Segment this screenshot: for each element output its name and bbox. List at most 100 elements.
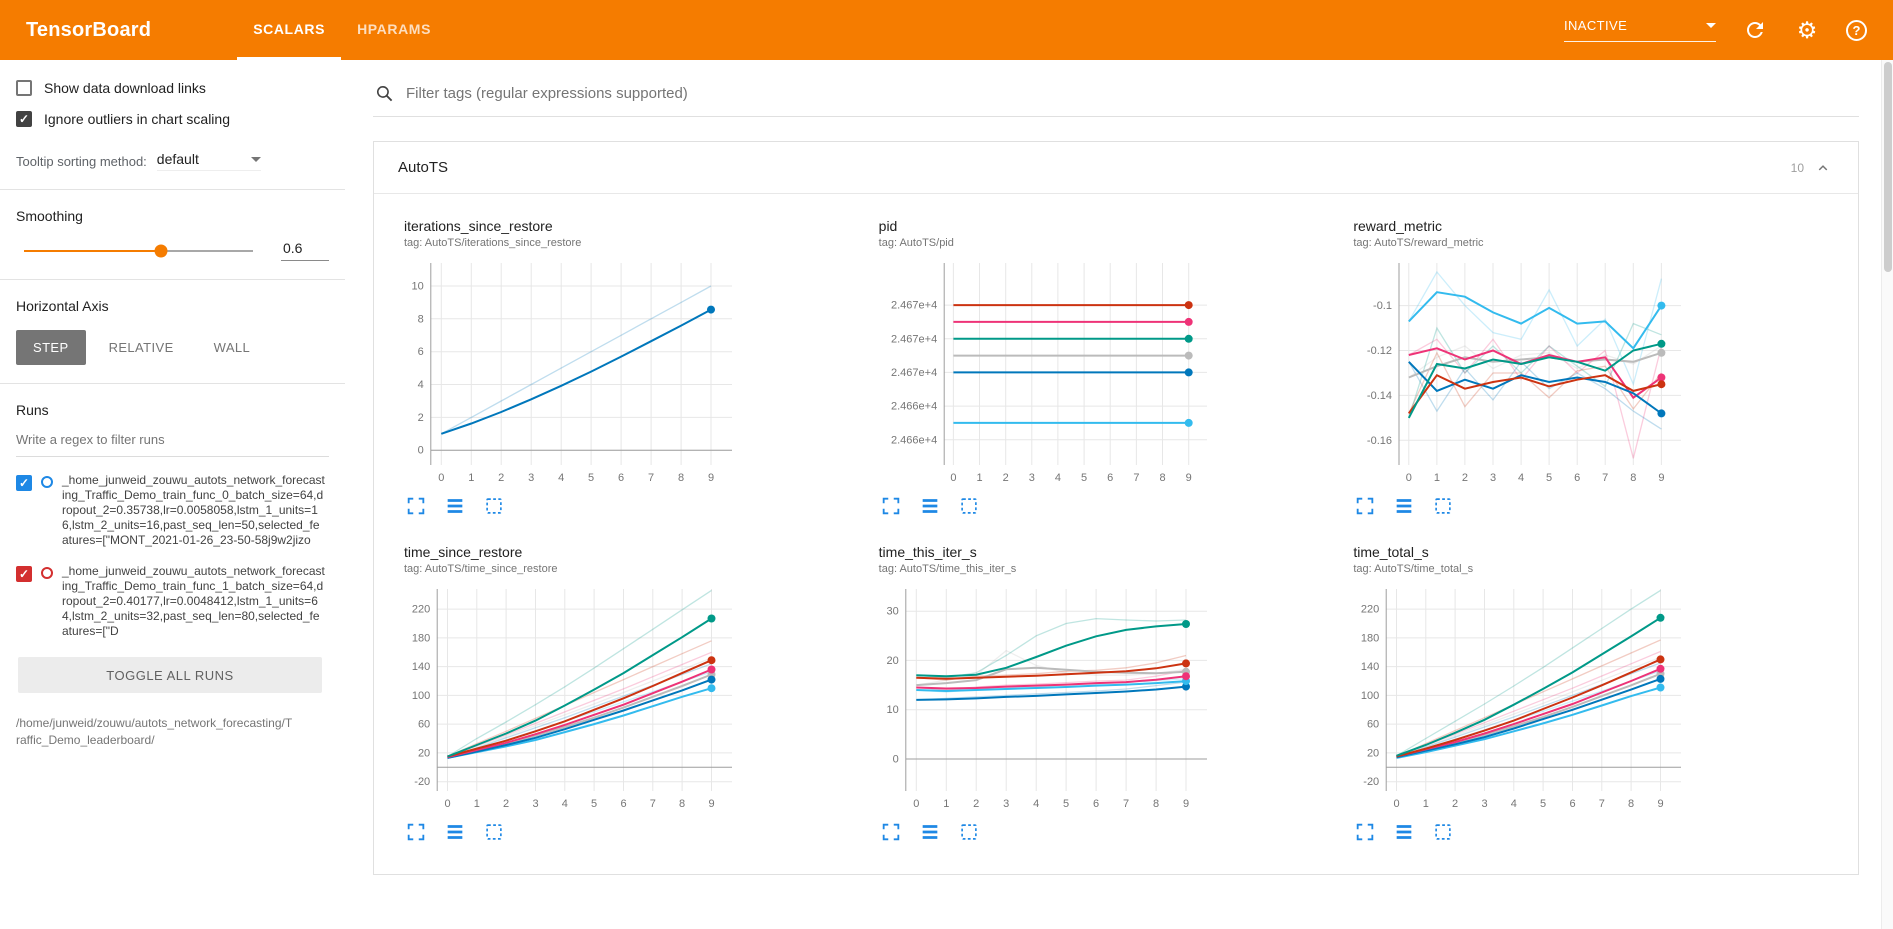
axis-relative-button[interactable]: RELATIVE: [92, 330, 191, 365]
svg-text:4: 4: [1033, 798, 1039, 810]
svg-text:3: 3: [528, 472, 534, 484]
svg-text:-20: -20: [1364, 776, 1380, 788]
svg-text:5: 5: [1546, 472, 1552, 484]
svg-text:100: 100: [412, 690, 430, 702]
log-scale-icon[interactable]: [918, 494, 942, 518]
log-scale-icon[interactable]: [1392, 820, 1416, 844]
svg-text:9: 9: [708, 472, 714, 484]
chart-tag: tag: AutoTS/reward_metric: [1353, 237, 1484, 249]
top-app-bar: TensorBoard SCALARS HPARAMS INACTIVE ⚙ ?: [0, 0, 1893, 60]
svg-text:10: 10: [886, 704, 898, 716]
tag-filter-bar: [373, 78, 1859, 117]
log-scale-icon[interactable]: [443, 820, 467, 844]
run-checkbox[interactable]: [16, 566, 32, 582]
settings-gear-icon[interactable]: ⚙: [1796, 16, 1818, 43]
svg-text:2: 2: [973, 798, 979, 810]
svg-text:9: 9: [1185, 472, 1191, 484]
svg-text:3: 3: [1028, 472, 1034, 484]
svg-text:140: 140: [1361, 661, 1379, 673]
page-scrollbar[interactable]: [1881, 60, 1893, 929]
svg-text:0: 0: [438, 472, 444, 484]
svg-text:3: 3: [1482, 798, 1488, 810]
log-scale-icon[interactable]: [1392, 494, 1416, 518]
data-status-select[interactable]: INACTIVE: [1564, 18, 1716, 42]
chart-toolbar: [404, 494, 879, 518]
chart-tag: tag: AutoTS/time_since_restore: [404, 563, 558, 575]
runs-regex-input[interactable]: [16, 426, 329, 457]
smoothing-slider[interactable]: [24, 244, 253, 257]
horizontal-axis-buttons: STEP RELATIVE WALL: [16, 330, 329, 365]
chart-title: time_total_s: [1353, 544, 1429, 560]
runs-label: Runs: [16, 402, 49, 418]
axis-wall-button[interactable]: WALL: [197, 330, 268, 365]
svg-text:0: 0: [913, 798, 919, 810]
show-download-links-checkbox[interactable]: [16, 80, 32, 96]
svg-text:4: 4: [558, 472, 564, 484]
chart-title: time_this_iter_s: [878, 544, 977, 560]
svg-text:7: 7: [1133, 472, 1139, 484]
fit-domain-icon[interactable]: [1431, 820, 1455, 844]
run-item[interactable]: _home_junweid_zouwu_autots_network_forec…: [16, 564, 329, 639]
svg-text:8: 8: [1153, 798, 1159, 810]
chart-card-time-this-iter: time_this_iter_s tag: AutoTS/time_this_i…: [879, 544, 1354, 844]
chart-plot[interactable]: 0 1 2 3 4 5 6 7 8 9 -0.1 -0.12 -0.14 -0.16: [1353, 251, 1693, 491]
expand-chart-icon[interactable]: [879, 494, 903, 518]
svg-text:7: 7: [1123, 798, 1129, 810]
axis-step-button[interactable]: STEP: [16, 330, 86, 365]
toggle-all-runs-button[interactable]: TOGGLE ALL RUNS: [18, 657, 322, 693]
collapse-section-button[interactable]: [1812, 157, 1834, 179]
ignore-outliers-checkbox[interactable]: [16, 111, 32, 127]
chart-toolbar: [1353, 494, 1828, 518]
tag-filter-input[interactable]: [406, 85, 1857, 102]
svg-text:6: 6: [620, 798, 626, 810]
expand-chart-icon[interactable]: [1353, 820, 1377, 844]
svg-text:8: 8: [678, 472, 684, 484]
main-content: AutoTS 10 iterations_since_restore tag: …: [345, 60, 1893, 929]
settings-sidebar: Show data download links Ignore outliers…: [0, 60, 345, 929]
refresh-icon[interactable]: [1742, 17, 1768, 43]
fit-domain-icon[interactable]: [957, 820, 981, 844]
run-item[interactable]: _home_junweid_zouwu_autots_network_forec…: [16, 473, 329, 548]
fit-domain-icon[interactable]: [957, 494, 981, 518]
expand-chart-icon[interactable]: [1353, 494, 1377, 518]
fit-domain-icon[interactable]: [1431, 494, 1455, 518]
chart-card-pid: pid tag: AutoTS/pid 0 1 2 3 4 5 6 7 8 9 2.467e+4 2.…: [879, 218, 1354, 518]
chart-plot[interactable]: 0 1 2 3 4 5 6 7 8 9 30 20 10 0: [879, 577, 1219, 817]
chart-plot[interactable]: 0 1 2 3 4 5 6 7 8 9 220 180 140 100 60 20 -20: [1353, 577, 1693, 817]
svg-text:4: 4: [562, 798, 568, 810]
run-radio[interactable]: [41, 476, 53, 488]
help-icon[interactable]: ?: [1846, 19, 1867, 41]
chart-plot[interactable]: 0 1 2 3 4 5 6 7 8 9 220 180 140 100 60 20 -20: [404, 577, 744, 817]
svg-text:8: 8: [418, 313, 424, 325]
log-scale-icon[interactable]: [918, 820, 942, 844]
expand-chart-icon[interactable]: [404, 820, 428, 844]
tab-hparams[interactable]: HPARAMS: [357, 20, 432, 37]
chart-title: time_since_restore: [404, 544, 523, 560]
svg-text:2: 2: [503, 798, 509, 810]
run-list: _home_junweid_zouwu_autots_network_forec…: [16, 473, 329, 639]
smoothing-value-input[interactable]: 0.6: [281, 240, 329, 261]
svg-text:2: 2: [1002, 472, 1008, 484]
expand-chart-icon[interactable]: [404, 494, 428, 518]
divider: [0, 189, 345, 190]
run-checkbox[interactable]: [16, 475, 32, 491]
scrollbar-thumb[interactable]: [1884, 62, 1892, 272]
show-download-links-row[interactable]: Show data download links: [16, 80, 329, 96]
slider-thumb[interactable]: [154, 244, 168, 257]
autots-section-header[interactable]: AutoTS 10: [374, 142, 1858, 194]
svg-text:20: 20: [418, 747, 430, 759]
svg-text:1: 1: [1434, 472, 1440, 484]
tooltip-sorting-select[interactable]: default: [156, 151, 261, 171]
svg-text:8: 8: [1628, 798, 1634, 810]
chart-plot[interactable]: 0 1 2 3 4 5 6 7 8 9 0 2 4 6 8 10: [404, 251, 744, 491]
ignore-outliers-row[interactable]: Ignore outliers in chart scaling: [16, 111, 329, 127]
fit-domain-icon[interactable]: [482, 820, 506, 844]
chart-plot[interactable]: 0 1 2 3 4 5 6 7 8 9 2.467e+4 2.467e+4 2.467e+4 2.466e…: [879, 251, 1219, 491]
fit-domain-icon[interactable]: [482, 494, 506, 518]
run-radio[interactable]: [41, 567, 53, 579]
expand-chart-icon[interactable]: [879, 820, 903, 844]
log-scale-icon[interactable]: [443, 494, 467, 518]
svg-text:4: 4: [1511, 798, 1517, 810]
tab-scalars[interactable]: SCALARS: [237, 0, 342, 60]
svg-text:7: 7: [648, 472, 654, 484]
